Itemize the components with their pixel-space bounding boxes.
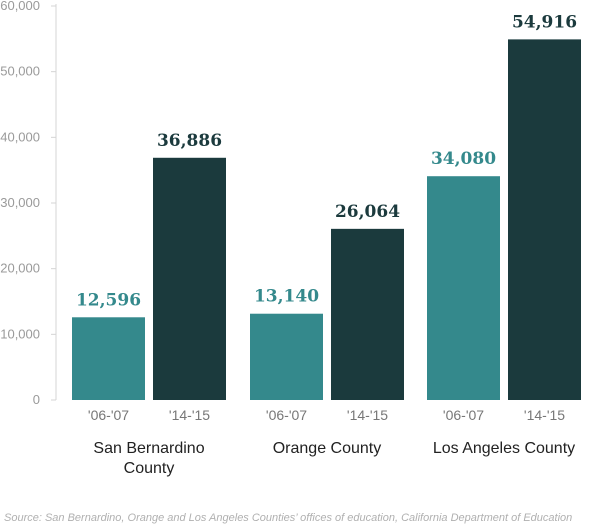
data-label: 26,064	[335, 202, 400, 222]
bar	[508, 39, 581, 400]
bar	[72, 317, 145, 400]
y-tick-label: 30,000	[0, 195, 40, 210]
data-label: 13,140	[254, 287, 319, 307]
bar-chart: 0 10,000 20,000 30,000 40,000 50,000 60,000 12,…	[0, 0, 581, 477]
period-label: '14-'15	[169, 407, 210, 423]
y-tick-label: 10,000	[0, 326, 40, 341]
y-tick-label: 40,000	[0, 129, 40, 144]
group-label: Los Angeles County	[433, 440, 575, 457]
bar	[331, 228, 404, 400]
bar	[250, 313, 323, 400]
bar	[153, 157, 226, 400]
group-label: Orange County	[273, 440, 382, 457]
period-label: '14-'15	[347, 407, 388, 423]
period-label: '14-'15	[524, 407, 565, 423]
y-tick-label: 20,000	[0, 261, 40, 276]
y-tick-label: 60,000	[0, 0, 40, 13]
data-label: 34,080	[431, 149, 496, 169]
period-label: '06-'07	[443, 407, 484, 423]
period-label: '06-'07	[266, 407, 307, 423]
source-note: Source: San Bernardino, Orange and Los A…	[4, 512, 573, 524]
y-tick-label: 50,000	[0, 64, 40, 79]
bar	[427, 176, 500, 400]
group-label: County	[124, 460, 175, 477]
data-label: 54,916	[512, 12, 577, 32]
data-label: 12,596	[76, 290, 141, 310]
y-tick-label: 0	[33, 392, 40, 407]
period-label: '06-'07	[88, 407, 129, 423]
group-label: San Bernardino	[93, 440, 204, 457]
data-label: 36,886	[157, 131, 222, 151]
